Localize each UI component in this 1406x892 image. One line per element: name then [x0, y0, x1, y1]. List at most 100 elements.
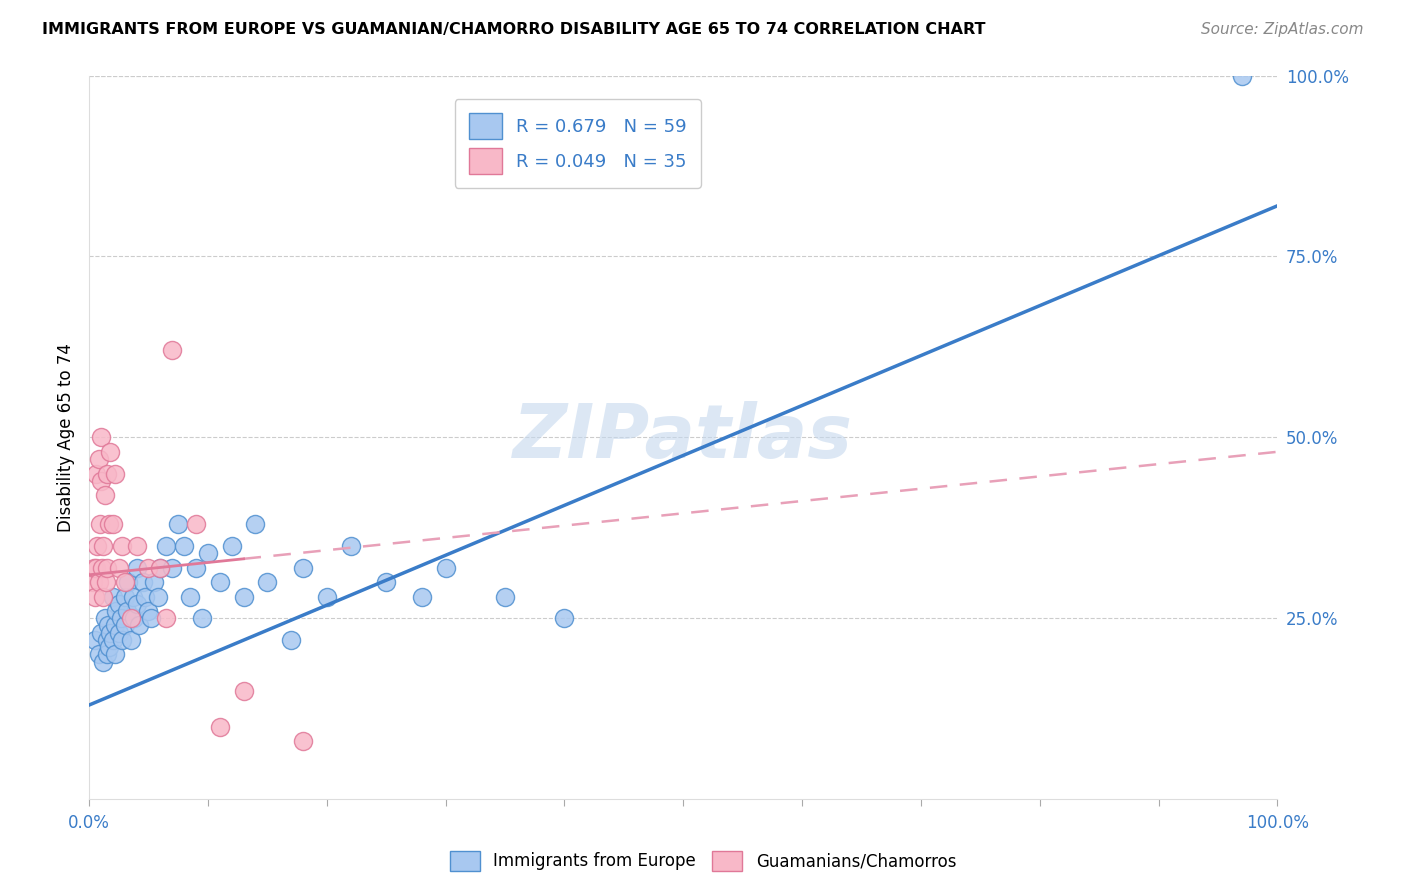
Point — [131, 575, 153, 590]
Point — [84, 590, 107, 604]
Point — [90, 625, 112, 640]
Text: ZIPatlas: ZIPatlas — [513, 401, 853, 474]
Point — [87, 575, 110, 590]
Point — [149, 560, 172, 574]
Point — [494, 590, 516, 604]
Point — [184, 560, 207, 574]
Point — [553, 611, 575, 625]
Legend: R = 0.679   N = 59, R = 0.049   N = 35: R = 0.679 N = 59, R = 0.049 N = 35 — [454, 99, 702, 188]
Point — [90, 430, 112, 444]
Point — [122, 590, 145, 604]
Y-axis label: Disability Age 65 to 74: Disability Age 65 to 74 — [58, 343, 75, 532]
Point — [107, 597, 129, 611]
Point — [179, 590, 201, 604]
Point — [208, 720, 231, 734]
Point — [339, 539, 361, 553]
Point — [184, 517, 207, 532]
Point — [120, 611, 142, 625]
Point — [114, 575, 136, 590]
Point — [434, 560, 457, 574]
Point — [221, 539, 243, 553]
Point — [83, 560, 105, 574]
Point — [96, 632, 118, 647]
Point — [167, 517, 190, 532]
Point — [97, 618, 120, 632]
Point — [134, 590, 156, 604]
Point — [162, 560, 184, 574]
Point — [93, 488, 115, 502]
Point — [96, 648, 118, 662]
Point — [98, 517, 121, 532]
Point — [411, 590, 433, 604]
Point — [96, 467, 118, 481]
Point — [125, 539, 148, 553]
Point — [101, 517, 124, 532]
Point — [107, 560, 129, 574]
Point — [84, 560, 107, 574]
Point — [125, 597, 148, 611]
Point — [146, 590, 169, 604]
Point — [139, 611, 162, 625]
Legend: Immigrants from Europe, Guamanians/Chamorros: Immigrants from Europe, Guamanians/Chamo… — [441, 842, 965, 880]
Point — [291, 734, 314, 748]
Point — [114, 590, 136, 604]
Point — [110, 611, 132, 625]
Point — [104, 618, 127, 632]
Point — [86, 539, 108, 553]
Text: IMMIGRANTS FROM EUROPE VS GUAMANIAN/CHAMORRO DISABILITY AGE 65 TO 74 CORRELATION: IMMIGRANTS FROM EUROPE VS GUAMANIAN/CHAM… — [42, 22, 986, 37]
Point — [90, 474, 112, 488]
Point — [120, 632, 142, 647]
Point — [100, 444, 122, 458]
Point — [155, 539, 177, 553]
Point — [315, 590, 337, 604]
Point — [104, 648, 127, 662]
Point — [143, 575, 166, 590]
Point — [162, 343, 184, 358]
Point — [91, 539, 114, 553]
Point — [197, 546, 219, 560]
Point — [191, 611, 214, 625]
Point — [1230, 69, 1253, 83]
Point — [93, 611, 115, 625]
Point — [91, 590, 114, 604]
Point — [117, 575, 139, 590]
Point — [87, 648, 110, 662]
Point — [89, 517, 111, 532]
Point — [128, 618, 150, 632]
Point — [232, 683, 254, 698]
Point — [122, 611, 145, 625]
Point — [84, 632, 107, 647]
Point — [155, 611, 177, 625]
Point — [245, 517, 267, 532]
Point — [105, 604, 128, 618]
Point — [84, 467, 107, 481]
Point — [107, 625, 129, 640]
Point — [101, 632, 124, 647]
Point — [98, 640, 121, 655]
Point — [256, 575, 278, 590]
Point — [96, 560, 118, 574]
Point — [91, 560, 114, 574]
Point — [291, 560, 314, 574]
Point — [91, 655, 114, 669]
Point — [104, 467, 127, 481]
Point — [87, 452, 110, 467]
Point — [138, 560, 160, 574]
Point — [149, 560, 172, 574]
Point — [100, 625, 122, 640]
Point — [114, 618, 136, 632]
Point — [125, 560, 148, 574]
Point — [111, 632, 134, 647]
Point — [208, 575, 231, 590]
Point — [280, 632, 302, 647]
Point — [94, 575, 117, 590]
Point — [115, 604, 138, 618]
Point — [232, 590, 254, 604]
Point — [101, 590, 124, 604]
Point — [375, 575, 398, 590]
Point — [111, 539, 134, 553]
Text: Source: ZipAtlas.com: Source: ZipAtlas.com — [1201, 22, 1364, 37]
Point — [173, 539, 195, 553]
Point — [138, 604, 160, 618]
Point — [82, 575, 104, 590]
